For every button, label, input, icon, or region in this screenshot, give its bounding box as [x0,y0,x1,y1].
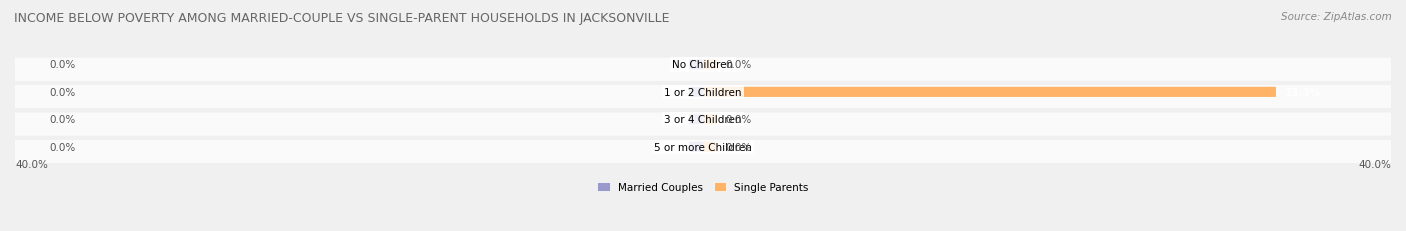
FancyBboxPatch shape [689,115,703,125]
FancyBboxPatch shape [703,142,717,152]
Text: 1 or 2 Children: 1 or 2 Children [664,88,742,97]
Text: INCOME BELOW POVERTY AMONG MARRIED-COUPLE VS SINGLE-PARENT HOUSEHOLDS IN JACKSON: INCOME BELOW POVERTY AMONG MARRIED-COUPL… [14,12,669,24]
Text: Source: ZipAtlas.com: Source: ZipAtlas.com [1281,12,1392,21]
FancyBboxPatch shape [703,87,1275,97]
Text: 5 or more Children: 5 or more Children [654,142,752,152]
FancyBboxPatch shape [703,115,717,125]
Text: 0.0%: 0.0% [725,142,752,152]
Text: 0.0%: 0.0% [725,115,752,125]
FancyBboxPatch shape [703,60,717,70]
Text: 0.0%: 0.0% [725,60,752,70]
FancyBboxPatch shape [689,60,703,70]
Text: 40.0%: 40.0% [15,159,48,169]
Text: 0.0%: 0.0% [49,88,76,97]
FancyBboxPatch shape [14,140,1392,163]
Text: 33.3%: 33.3% [1284,88,1320,97]
FancyBboxPatch shape [689,87,703,97]
Text: 0.0%: 0.0% [49,142,76,152]
Text: 40.0%: 40.0% [1358,159,1391,169]
Text: 3 or 4 Children: 3 or 4 Children [664,115,742,125]
Text: 0.0%: 0.0% [49,115,76,125]
FancyBboxPatch shape [14,113,1392,136]
FancyBboxPatch shape [14,86,1392,109]
Legend: Married Couples, Single Parents: Married Couples, Single Parents [593,178,813,196]
Text: No Children: No Children [672,60,734,70]
Text: 0.0%: 0.0% [49,60,76,70]
FancyBboxPatch shape [14,58,1392,81]
FancyBboxPatch shape [689,142,703,152]
